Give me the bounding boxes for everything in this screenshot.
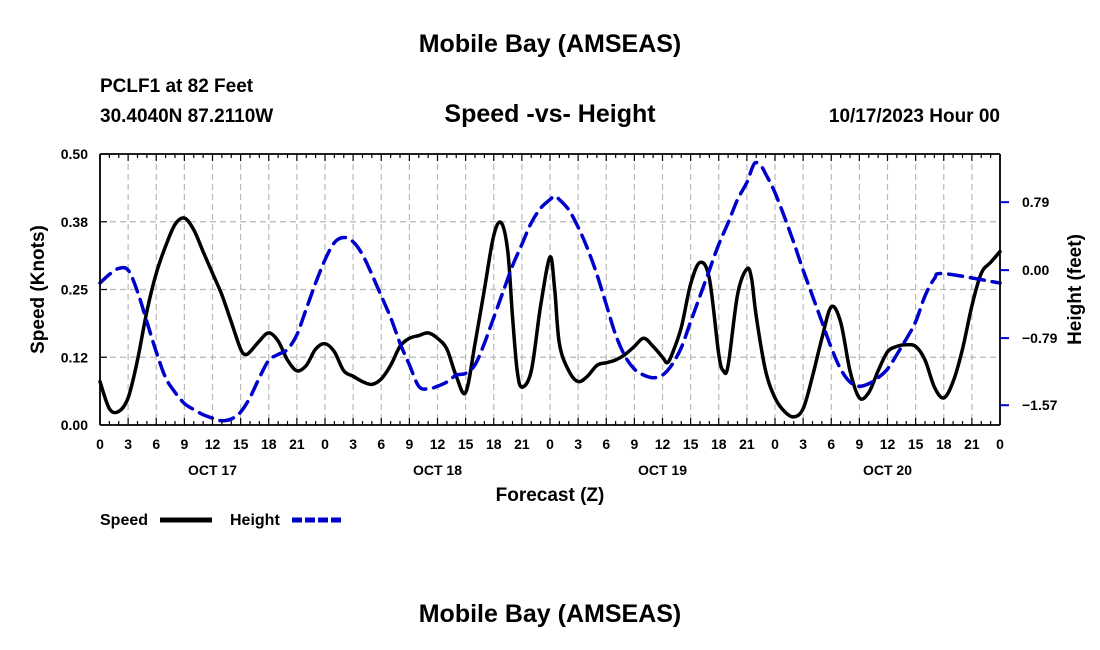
coordinates-label: 30.4040N 87.2110W xyxy=(100,106,274,127)
x-tick-label: 9 xyxy=(405,436,413,452)
y-tick-label: 0.50 xyxy=(61,146,88,162)
x-day-label: OCT 18 xyxy=(413,462,462,478)
x-tick-label: 12 xyxy=(655,436,671,452)
x-tick-label: 21 xyxy=(964,436,980,452)
x-tick-label: 6 xyxy=(152,436,160,452)
x-tick-label: 6 xyxy=(827,436,835,452)
x-tick-label: 15 xyxy=(458,436,474,452)
x-tick-label: 12 xyxy=(430,436,446,452)
x-tick-label: 12 xyxy=(205,436,221,452)
x-axis-title: Forecast (Z) xyxy=(496,485,605,506)
footer-title: Mobile Bay (AMSEAS) xyxy=(418,600,682,628)
x-tick-label: 21 xyxy=(514,436,530,452)
y2-tick-label: −1.57 xyxy=(1022,397,1058,413)
x-tick-label: 12 xyxy=(880,436,896,452)
x-tick-label: 18 xyxy=(711,436,727,452)
series-line-height xyxy=(98,160,1002,423)
x-tick-label: 9 xyxy=(630,436,638,452)
y-tick-label: 0.00 xyxy=(61,417,88,433)
x-tick-label: 18 xyxy=(486,436,502,452)
y-tick-label: 0.38 xyxy=(61,214,88,230)
legend-label-speed: Speed xyxy=(100,512,148,529)
chart-title: Mobile Bay (AMSEAS) xyxy=(418,30,682,58)
y-tick-label: 0.25 xyxy=(61,282,88,298)
x-tick-label: 18 xyxy=(936,436,952,452)
x-tick-label: 15 xyxy=(683,436,699,452)
y2-tick-label: −0.79 xyxy=(1022,330,1058,346)
chart-subtitle: Speed -vs- Height xyxy=(444,100,656,128)
x-tick-label: 18 xyxy=(261,436,277,452)
y2-tick-label: 0.00 xyxy=(1022,262,1049,278)
x-tick-label: 3 xyxy=(574,436,582,452)
y2-tick-label: 0.79 xyxy=(1022,194,1049,210)
x-tick-label: 0 xyxy=(96,436,104,452)
x-tick-label: 9 xyxy=(180,436,188,452)
y-axis-title: Speed (Knots) xyxy=(28,225,49,354)
x-tick-label: 15 xyxy=(233,436,249,452)
x-tick-label: 0 xyxy=(996,436,1004,452)
x-tick-label: 3 xyxy=(799,436,807,452)
forecast-datetime: 10/17/2023 Hour 00 xyxy=(828,106,1000,127)
x-tick-label: 0 xyxy=(321,436,329,452)
x-tick-label: 3 xyxy=(349,436,357,452)
y2-axis-title: Height (feet) xyxy=(1065,234,1086,345)
x-day-label: OCT 19 xyxy=(638,462,687,478)
x-tick-label: 21 xyxy=(289,436,305,452)
x-day-label: OCT 17 xyxy=(188,462,237,478)
x-tick-label: 9 xyxy=(855,436,863,452)
y-tick-label: 0.12 xyxy=(61,349,88,365)
legend-label-height: Height xyxy=(230,512,280,529)
x-tick-label: 0 xyxy=(546,436,554,452)
x-tick-label: 3 xyxy=(124,436,132,452)
station-label: PCLF1 at 82 Feet xyxy=(100,76,254,97)
series-line-speed xyxy=(98,216,1002,419)
x-tick-label: 15 xyxy=(908,436,924,452)
x-tick-label: 0 xyxy=(771,436,779,452)
x-tick-label: 6 xyxy=(377,436,385,452)
x-day-label: OCT 20 xyxy=(863,462,912,478)
x-tick-label: 6 xyxy=(602,436,610,452)
x-tick-label: 21 xyxy=(739,436,755,452)
